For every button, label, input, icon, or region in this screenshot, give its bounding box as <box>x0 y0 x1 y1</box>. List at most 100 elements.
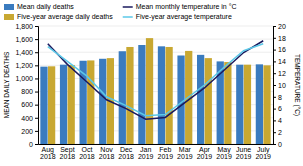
legend-swatch <box>4 14 14 20</box>
tick: 8 <box>273 94 282 101</box>
bar <box>224 62 231 144</box>
tick-label: Sept2018 <box>60 146 76 160</box>
tick-label: 6 <box>278 105 282 112</box>
tick-mark <box>35 131 38 132</box>
tick-mark <box>273 73 276 74</box>
tick: 1,200 <box>15 62 38 69</box>
tick: 12 <box>273 70 286 77</box>
tick-label: 200 <box>21 128 33 135</box>
tick-label: 18 <box>278 35 286 42</box>
tick: Nov2018 <box>99 144 115 160</box>
tick-mark <box>273 26 276 27</box>
y2-axis: 02468101214161820 <box>273 23 286 148</box>
tick-label: 1,200 <box>15 62 33 69</box>
bar <box>197 55 204 144</box>
tick-label: 1,400 <box>15 49 33 56</box>
tick-label: Nov2018 <box>99 146 115 160</box>
tick: 16 <box>273 46 286 53</box>
grid-line <box>38 26 273 27</box>
tick: 400 <box>21 115 38 122</box>
tick-label: 400 <box>21 115 33 122</box>
tick: 200 <box>21 128 38 135</box>
bar <box>165 47 172 144</box>
axis-line <box>39 144 274 145</box>
tick-mark <box>35 52 38 53</box>
tick: Oct2018 <box>79 144 95 160</box>
tick: July2019 <box>255 144 271 160</box>
tick-mark <box>273 85 276 86</box>
tick: 1,800 <box>15 23 38 30</box>
tick: 1,400 <box>15 49 38 56</box>
tick: Aug2018 <box>40 144 56 160</box>
bar <box>99 59 106 144</box>
tick: Apr2019 <box>197 144 213 160</box>
tick-mark <box>273 50 276 51</box>
tick: 1,600 <box>15 36 38 43</box>
tick-mark <box>35 144 38 145</box>
tick-label: 8 <box>278 94 282 101</box>
tick-label: June2019 <box>236 146 252 160</box>
bar <box>40 67 47 144</box>
line <box>48 44 263 116</box>
legend: Mean daily deaths Five-year average daily… <box>4 3 237 21</box>
tick-mark <box>273 144 276 145</box>
bar <box>138 45 145 144</box>
tick-label: Dec2018 <box>118 146 134 160</box>
tick-label: Aug2018 <box>40 146 56 160</box>
y-axis: 0 200 400 600 800 1,000 1,200 1,400 1,600 1,800 <box>15 23 38 148</box>
tick: 20 <box>273 23 286 30</box>
tick-mark <box>273 132 276 133</box>
bar <box>87 60 94 144</box>
tick-mark <box>273 38 276 39</box>
legend-swatch <box>123 6 133 8</box>
legend-label: Mean monthly temperature in °C <box>136 3 237 11</box>
tick-label: 800 <box>21 88 33 95</box>
tick-mark <box>35 78 38 79</box>
tick: 10 <box>273 82 286 89</box>
bar <box>244 65 251 144</box>
tick-mark <box>273 109 276 110</box>
y2-axis-title: TEMPERATURE (°C) <box>293 54 301 116</box>
tick-label: 1,000 <box>15 75 33 82</box>
tick-label: Apr2019 <box>197 146 213 160</box>
tick-label: 1,600 <box>15 36 33 43</box>
tick: 0 <box>29 141 38 148</box>
tick-label: July2019 <box>255 146 271 160</box>
bar <box>146 38 153 144</box>
legend-item: Five-year average daily deaths <box>4 13 113 21</box>
grid-line <box>38 52 273 53</box>
tick: May2019 <box>216 144 232 160</box>
grid <box>38 26 273 144</box>
tick: 14 <box>273 58 286 65</box>
tick: 1,000 <box>15 75 38 82</box>
bar <box>177 56 184 145</box>
tick-label: Jan2019 <box>138 146 154 160</box>
tick-mark <box>35 39 38 40</box>
tick: 2 <box>273 129 282 136</box>
x-axis: Aug2018 Sept2018Oct2018 Nov2018Dec2018 Jan2… <box>39 144 274 160</box>
tick-label: May2019 <box>216 146 232 160</box>
plot-area <box>40 38 270 144</box>
bar <box>60 65 67 144</box>
bar <box>205 58 212 144</box>
bar <box>119 51 126 144</box>
tick-label: 10 <box>278 82 286 89</box>
axis-line <box>274 27 277 145</box>
tick: 4 <box>273 117 282 124</box>
legend-label: Five-year average daily deaths <box>17 13 113 21</box>
tick-label: Oct2018 <box>79 146 95 160</box>
tick: Sept2018 <box>60 144 76 160</box>
legend-label: Mean daily deaths <box>17 3 74 11</box>
tick-mark <box>273 61 276 62</box>
tick-label: 0 <box>29 141 33 148</box>
tick: 800 <box>21 88 38 95</box>
bar <box>236 65 243 144</box>
tick-label: Mar2019 <box>177 146 193 160</box>
legend-label: Five-year average temperature <box>136 13 232 21</box>
legend-swatch <box>4 4 14 10</box>
tick: June2019 <box>236 144 252 160</box>
chart: Aug2018 Sept2018Oct2018 Nov2018Dec2018 Jan2… <box>0 0 303 166</box>
tick: 600 <box>21 101 38 108</box>
tick-label: Feb2019 <box>158 146 174 160</box>
tick: 18 <box>273 35 286 42</box>
